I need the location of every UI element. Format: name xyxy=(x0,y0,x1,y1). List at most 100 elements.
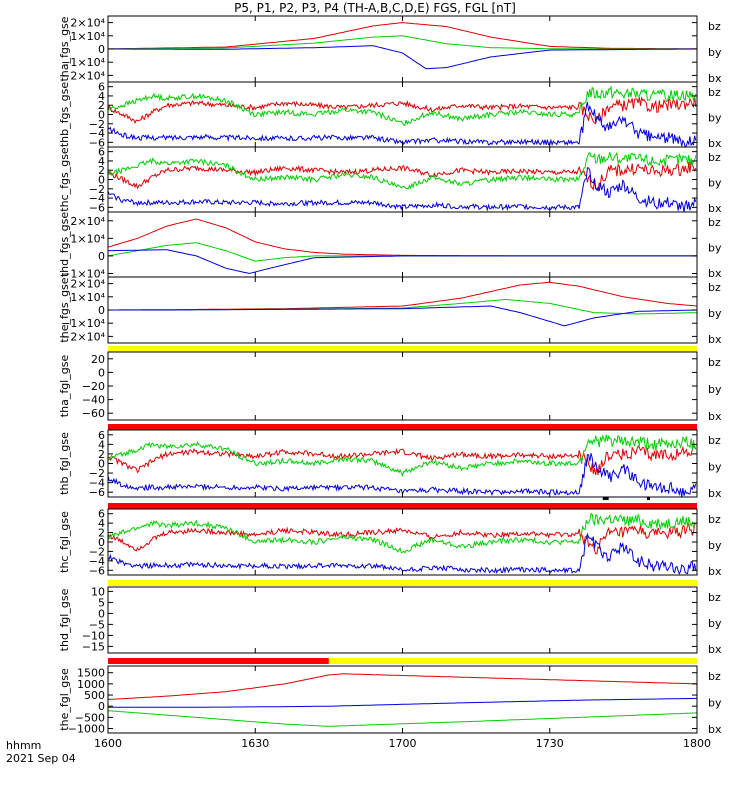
y-tick-label: 1×10⁴ xyxy=(70,30,105,43)
y-axis-label: tha_fgs_gse xyxy=(58,16,71,81)
trace-by xyxy=(107,512,697,554)
legend-bx: bx xyxy=(708,643,722,656)
legend-bx: bx xyxy=(708,723,722,736)
y-tick-label: 5 xyxy=(98,596,105,609)
y-axis-label: thc_fgs_gse xyxy=(58,147,71,212)
y-axis-label: thc_fgl_gse xyxy=(58,511,71,573)
y-tick-label: −2 xyxy=(89,118,105,131)
time-axis-label: hhmm xyxy=(6,739,42,752)
y-axis-label: thd_fgl_gse xyxy=(58,588,71,651)
y-tick-label: −2×10⁴ xyxy=(61,69,105,82)
y-tick-label: −5 xyxy=(89,618,105,631)
trace-by xyxy=(108,298,698,315)
legend-by: by xyxy=(708,697,722,710)
y-tick-label: 2×10⁴ xyxy=(70,278,105,291)
legend-bx: bx xyxy=(708,565,722,578)
y-tick-label: −1×10⁴ xyxy=(61,317,105,330)
trace-bz xyxy=(108,281,698,311)
y-axis-label: the_fgs_gse xyxy=(58,277,71,342)
legend-bx: bx xyxy=(708,137,722,150)
y-tick-label: −15 xyxy=(82,640,105,653)
legend-bz: bz xyxy=(708,513,721,526)
trace-bx xyxy=(107,532,697,575)
y-tick-label: −6 xyxy=(89,564,105,577)
status-marker xyxy=(646,497,650,500)
trace-bz xyxy=(107,95,697,125)
y-tick-label: −60 xyxy=(82,407,105,420)
trace-by xyxy=(107,242,697,262)
y-tick-label: −4 xyxy=(89,192,105,205)
legend-bx: bx xyxy=(708,333,722,346)
y-tick-label: 4 xyxy=(98,517,105,530)
y-tick-label: 1×10⁴ xyxy=(70,291,105,304)
legend-by: by xyxy=(708,307,722,320)
y-tick-label: 20 xyxy=(91,353,105,366)
y-tick-label: 4 xyxy=(98,155,105,168)
trace-by xyxy=(107,434,696,477)
y-tick-label: −6 xyxy=(89,201,105,214)
y-tick-label: 6 xyxy=(98,146,105,159)
y-tick-label: 4 xyxy=(98,438,105,451)
legend-by: by xyxy=(708,177,722,190)
x-tick-label: 1800 xyxy=(683,737,711,750)
trace-bz xyxy=(107,445,697,476)
y-tick-label: 1500 xyxy=(77,667,105,680)
y-tick-label: −6 xyxy=(89,136,105,149)
y-tick-label: −40 xyxy=(82,394,105,407)
y-tick-label: 0 xyxy=(98,458,105,471)
y-tick-label: −10 xyxy=(82,629,105,642)
status-bar-segment xyxy=(108,503,697,509)
legend-bx: bx xyxy=(708,202,722,215)
trace-bx xyxy=(107,167,697,213)
y-tick-label: 2 xyxy=(98,448,105,461)
y-axis-label: thb_fgl_gse xyxy=(58,432,71,495)
y-tick-label: −500 xyxy=(75,711,105,724)
legend-bx: bx xyxy=(708,72,722,85)
y-tick-label: 6 xyxy=(98,81,105,94)
y-tick-label: −4 xyxy=(89,477,105,490)
y-tick-label: −4 xyxy=(89,127,105,140)
legend-bx: bx xyxy=(708,410,722,423)
status-bar-segment xyxy=(108,346,697,352)
y-tick-label: 2 xyxy=(98,164,105,177)
y-tick-label: −6 xyxy=(89,486,105,499)
chart-title: P5, P1, P2, P3, P4 (TH-A,B,C,D,E) FGS, F… xyxy=(234,1,516,15)
trace-bz xyxy=(107,218,697,257)
x-tick-label: 1630 xyxy=(241,737,269,750)
y-tick-label: −1×10⁴ xyxy=(61,267,105,280)
status-bar-segment xyxy=(108,580,697,586)
legend-bz: bz xyxy=(708,281,721,294)
y-tick-label: 10 xyxy=(91,585,105,598)
x-tick-label: 1700 xyxy=(389,737,417,750)
status-marker xyxy=(602,497,609,500)
trace-bz xyxy=(107,161,697,192)
y-tick-label: 2×10⁴ xyxy=(70,215,105,228)
y-tick-label: 2 xyxy=(98,527,105,540)
y-tick-label: −2 xyxy=(89,545,105,558)
y-axis-label: the_fgl_gse xyxy=(58,668,71,731)
y-tick-label: 0 xyxy=(98,174,105,187)
legend-bz: bz xyxy=(708,670,721,683)
y-axis-label: thd_fgs_gse xyxy=(58,212,71,278)
status-bar-segment xyxy=(328,658,697,664)
y-tick-label: −2 xyxy=(89,183,105,196)
y-tick-label: 0 xyxy=(98,607,105,620)
trace-by xyxy=(107,151,697,190)
trace-bz xyxy=(107,22,697,50)
legend-bz: bz xyxy=(708,216,721,229)
x-tick-label: 1600 xyxy=(94,737,122,750)
trace-bx xyxy=(108,45,697,70)
date-label: 2021 Sep 04 xyxy=(6,752,76,765)
y-tick-label: 0 xyxy=(98,536,105,549)
y-tick-label: 0 xyxy=(98,250,105,263)
y-tick-label: 0 xyxy=(98,304,105,317)
y-tick-label: −4 xyxy=(89,555,105,568)
y-tick-label: 0 xyxy=(98,43,105,56)
y-tick-label: 1000 xyxy=(77,678,105,691)
trace-bz xyxy=(107,673,698,700)
legend-by: by xyxy=(708,539,722,552)
legend-by: by xyxy=(708,46,722,59)
legend-by: by xyxy=(708,617,722,630)
y-tick-label: 6 xyxy=(98,429,105,442)
trace-bx xyxy=(108,697,697,708)
